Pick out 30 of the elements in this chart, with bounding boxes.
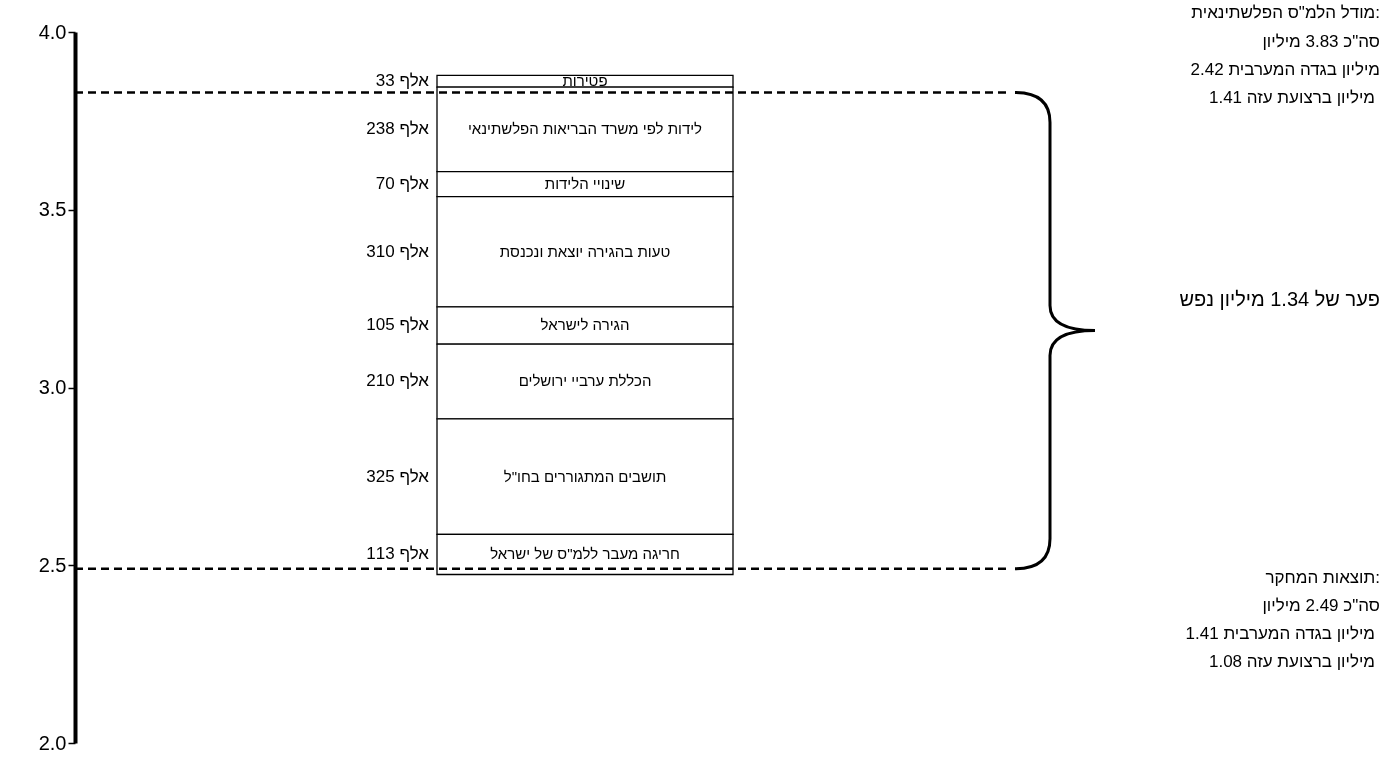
annotation: 70 אלף	[375, 174, 430, 194]
text: סה"כ 3.83 מיליון	[1262, 32, 1380, 51]
series-label: חריגה מעבר ללמ"ס של ישראל	[490, 545, 680, 563]
series-label: הגירה לישראל	[540, 316, 630, 334]
series-label: תושבים המתגוררים בחו"ל	[503, 467, 667, 485]
text: 1.41 מיליון ברצועת עזה	[1208, 88, 1375, 107]
text: סה"כ 2.49 מיליון	[1262, 596, 1380, 615]
series-label: הכללת ערביי ירושלים	[518, 372, 652, 390]
text: 2.42 מיליון בגדה המערבית	[1190, 60, 1380, 79]
series-label: פטירות	[562, 72, 608, 90]
y-tick-label: 3.0	[38, 376, 67, 398]
series-label: לידות לפי משרד הבריאות הפלשתינאי	[467, 120, 703, 138]
series-label: שינויי הלידות	[544, 175, 626, 193]
annotation: 105 אלף	[366, 315, 430, 335]
annotation: 113 אלף	[366, 544, 430, 564]
series-label: טעות בהגירה יוצאת ונכנסת	[499, 242, 671, 260]
text: 1.41 מיליון בגדה המערבית	[1185, 624, 1375, 643]
text: 1.08 מיליון ברצועת עזה	[1208, 652, 1375, 671]
text: מודל הלמ"ס הפלשתינאית:	[1191, 3, 1380, 22]
annotation: 310 אלף	[366, 241, 430, 261]
annotation: 325 אלף	[366, 466, 430, 486]
y-tick-label: 2.5	[38, 553, 67, 576]
annotation: 210 אלף	[366, 371, 430, 391]
text: פער של 1.34 מיליון נפש	[1179, 288, 1380, 310]
annotation: 238 אלף	[366, 119, 430, 139]
text: תוצאות המחקר:	[1265, 568, 1380, 587]
annotation: 33 אלף	[375, 71, 430, 91]
y-tick-label: 2.0	[38, 731, 67, 754]
y-tick-label: 3.5	[38, 198, 67, 221]
y-tick-label: 4.0	[38, 20, 67, 43]
